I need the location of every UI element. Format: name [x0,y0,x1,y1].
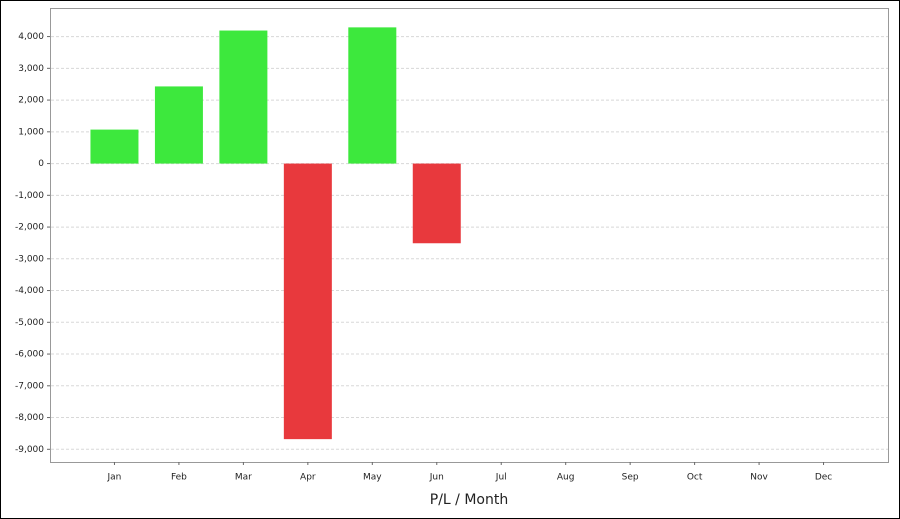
bar [412,163,461,244]
y-tick-label: -9,000 [15,445,44,455]
x-tick-label: Aug [557,473,575,483]
x-tick-label: Feb [171,473,187,483]
y-tick-label: -7,000 [15,381,44,391]
x-tick-label: Mar [235,473,252,483]
bar [154,86,203,164]
x-tick-label: Jan [107,473,122,483]
y-tick-label: -8,000 [15,413,44,423]
x-tick-label: Oct [687,473,703,483]
y-tick-label: -5,000 [15,318,44,328]
y-tick-label: 4,000 [18,32,44,42]
x-axis-label: P/L / Month [430,492,508,508]
bar [219,30,268,164]
y-tick-label: -4,000 [15,286,44,296]
x-tick-label: May [363,473,382,483]
x-tick-label: Dec [815,473,832,483]
y-tick-label: -1,000 [15,191,44,201]
x-tick-label: Jul [495,473,507,483]
y-tick-label: 3,000 [18,64,44,74]
x-tick-label: Sep [622,473,639,483]
y-tick-label: -2,000 [15,223,44,233]
y-tick-label: 0 [38,159,44,169]
y-tick-label: -6,000 [15,350,44,360]
bar [283,163,332,440]
bar [90,129,139,164]
y-tick-label: -3,000 [15,254,44,264]
x-tick-label: Jun [429,473,444,483]
x-tick-label: Nov [750,473,768,483]
y-tick-label: 1,000 [18,127,44,137]
bar [348,27,397,164]
plot-area [50,8,889,463]
x-tick-label: Apr [300,473,316,483]
y-tick-label: 2,000 [18,96,44,106]
